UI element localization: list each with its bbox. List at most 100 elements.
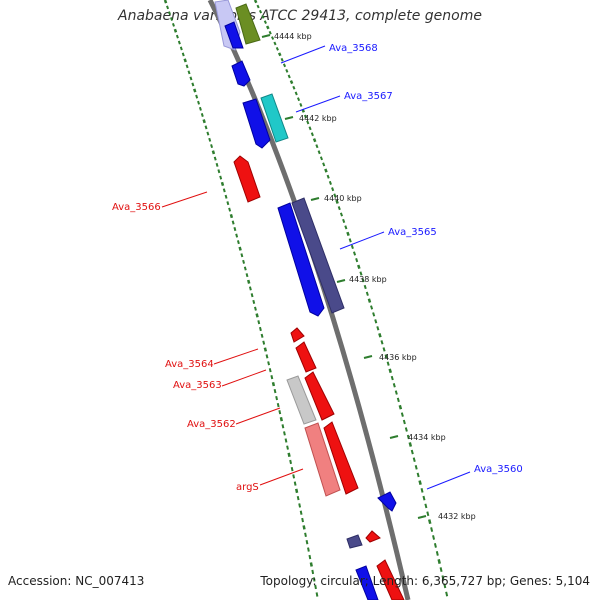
gene-label[interactable]: Ava_3563	[173, 380, 222, 391]
kbp-tick: 4432 kbp	[417, 512, 476, 521]
ring-dash	[308, 554, 312, 560]
ring-dash	[256, 4, 260, 9]
ring-dash	[441, 575, 445, 581]
ring-dash	[315, 592, 319, 597]
ring-dash	[365, 291, 369, 296]
gene-label[interactable]: Ava_3565	[388, 227, 437, 238]
ring-dash	[277, 52, 282, 57]
svg-text:4442 kbp: 4442 kbp	[299, 114, 337, 123]
gene-bottom-blue[interactable]	[355, 565, 379, 600]
gene-bottom-red[interactable]	[376, 559, 405, 600]
gene-ava-3567-blue[interactable]	[242, 98, 271, 149]
ring-dash	[224, 194, 228, 199]
ring-dash	[376, 326, 380, 331]
gene-args[interactable]	[304, 422, 341, 497]
ring-dash	[275, 395, 279, 401]
ring-dash	[426, 511, 430, 517]
kbp-tick: 4434 kbp	[389, 433, 446, 442]
ring-dash	[292, 474, 296, 479]
ring-dash	[388, 368, 392, 374]
gene-ava-3568[interactable]	[231, 60, 251, 87]
ring-dash	[183, 58, 187, 63]
gene-ava-3566[interactable]	[233, 155, 261, 203]
ring-dash	[307, 547, 310, 552]
ring-dash	[287, 452, 291, 457]
reverse-genes	[233, 155, 405, 600]
svg-text:4444 kbp: 4444 kbp	[274, 32, 312, 41]
ring-dash	[263, 20, 267, 24]
ring-dash	[253, 0, 258, 4]
ring-dash	[416, 472, 420, 478]
ring-dash	[370, 305, 374, 310]
ring-dash	[392, 383, 396, 388]
ring-dash	[282, 63, 287, 68]
ring-dash	[267, 361, 271, 366]
ring-dash	[257, 320, 261, 325]
ring-dash	[335, 199, 339, 204]
ring-dash	[175, 34, 179, 39]
ring-dash	[348, 238, 352, 243]
ring-dash	[240, 253, 244, 258]
ring-dash	[304, 532, 307, 537]
gene-ava-3568-upstream[interactable]	[224, 21, 244, 49]
ring-dash	[339, 212, 344, 217]
ring-dash	[295, 488, 299, 494]
ring-dash	[299, 510, 303, 515]
svg-text:4436 kbp: 4436 kbp	[379, 353, 417, 362]
ring-dash	[163, 0, 168, 4]
gene-ava-3564-b[interactable]	[295, 341, 317, 373]
ring-dash	[210, 144, 214, 149]
ring-dash	[255, 313, 259, 318]
ring-dash	[260, 333, 264, 338]
kbp-tick: 4442 kbp	[284, 114, 337, 123]
ring-dash	[273, 388, 277, 394]
gene-label[interactable]: Ava_3562	[187, 419, 236, 430]
ring-dash	[312, 577, 316, 582]
ring-dash	[361, 278, 365, 283]
gene-label[interactable]: Ava_3560	[474, 464, 523, 475]
ring-dash	[247, 279, 251, 284]
ring-dash	[293, 481, 297, 486]
svg-text:4438 kbp: 4438 kbp	[349, 275, 387, 284]
ring-dash	[432, 535, 436, 540]
gene-small-red[interactable]	[365, 530, 381, 543]
ring-dash	[404, 427, 408, 432]
ring-dash	[301, 517, 304, 523]
ring-dash	[195, 94, 199, 99]
ring-dash	[187, 70, 191, 75]
ring-dash	[290, 466, 294, 472]
gene-ava-3567[interactable]	[260, 93, 289, 143]
gene-ava-3563[interactable]	[304, 371, 335, 421]
ring-dash	[396, 397, 400, 403]
ring-dash	[302, 525, 306, 530]
gene-small-purple[interactable]	[346, 534, 363, 549]
gene-ava-3563-grey[interactable]	[286, 375, 317, 425]
gene-ava-3565-blue[interactable]	[277, 202, 325, 317]
ring-dash	[238, 246, 242, 251]
gene-label[interactable]: Ava_3564	[165, 359, 214, 370]
gene-ava-3562[interactable]	[323, 421, 359, 495]
ring-dash	[306, 120, 310, 125]
ring-dash	[386, 361, 390, 366]
ring-dash	[430, 527, 434, 532]
gene-label[interactable]: argS	[236, 482, 259, 493]
ring-dash	[179, 46, 183, 51]
gene-label[interactable]: Ava_3567	[344, 91, 393, 102]
gene-ava-3568-green[interactable]	[235, 3, 261, 45]
ring-dash	[378, 333, 382, 338]
ring-dash	[189, 76, 193, 81]
gene-ava-3565[interactable]	[291, 197, 345, 314]
gene-label[interactable]: Ava_3566	[112, 202, 161, 213]
ring-dash	[233, 227, 237, 232]
ring-dash	[333, 193, 337, 198]
gene-ava-3560[interactable]	[377, 491, 397, 512]
forward-genes	[214, 0, 397, 600]
ring-dash	[281, 424, 285, 429]
ring-dash	[437, 559, 441, 564]
ring-dash	[220, 181, 225, 187]
ring-dash	[309, 562, 313, 567]
gene-label[interactable]: Ava_3568	[329, 43, 378, 54]
svg-text:4434 kbp: 4434 kbp	[408, 433, 446, 442]
gene-ava-3564[interactable]	[290, 327, 305, 343]
